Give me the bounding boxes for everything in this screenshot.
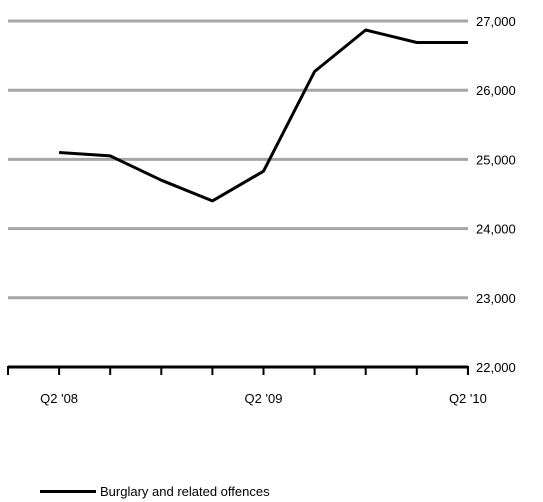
series-line-burglary <box>59 28 468 203</box>
y-tick-label: 26,000 <box>476 83 516 98</box>
x-axis-tick-labels: Q2 '08 Q2 '09 Q2 '10 <box>40 391 487 406</box>
y-tick-label: 25,000 <box>476 152 516 167</box>
x-tick-label: Q2 '09 <box>245 391 283 406</box>
x-axis <box>7 365 469 375</box>
series-group <box>59 28 468 203</box>
y-axis-tick-labels: 22,000 23,000 24,000 25,000 26,000 27,000 <box>476 14 516 375</box>
y-tick-label: 27,000 <box>476 14 516 29</box>
y-tick-label: 23,000 <box>476 291 516 306</box>
x-tick-label: Q2 '08 <box>40 391 78 406</box>
legend-swatch <box>40 489 96 493</box>
x-tick-label: Q2 '10 <box>449 391 487 406</box>
y-tick-label: 22,000 <box>476 360 516 375</box>
legend: Burglary and related offences <box>40 481 270 501</box>
gridlines <box>8 19 468 300</box>
legend-label: Burglary and related offences <box>100 483 270 499</box>
y-tick-label: 24,000 <box>476 222 516 237</box>
